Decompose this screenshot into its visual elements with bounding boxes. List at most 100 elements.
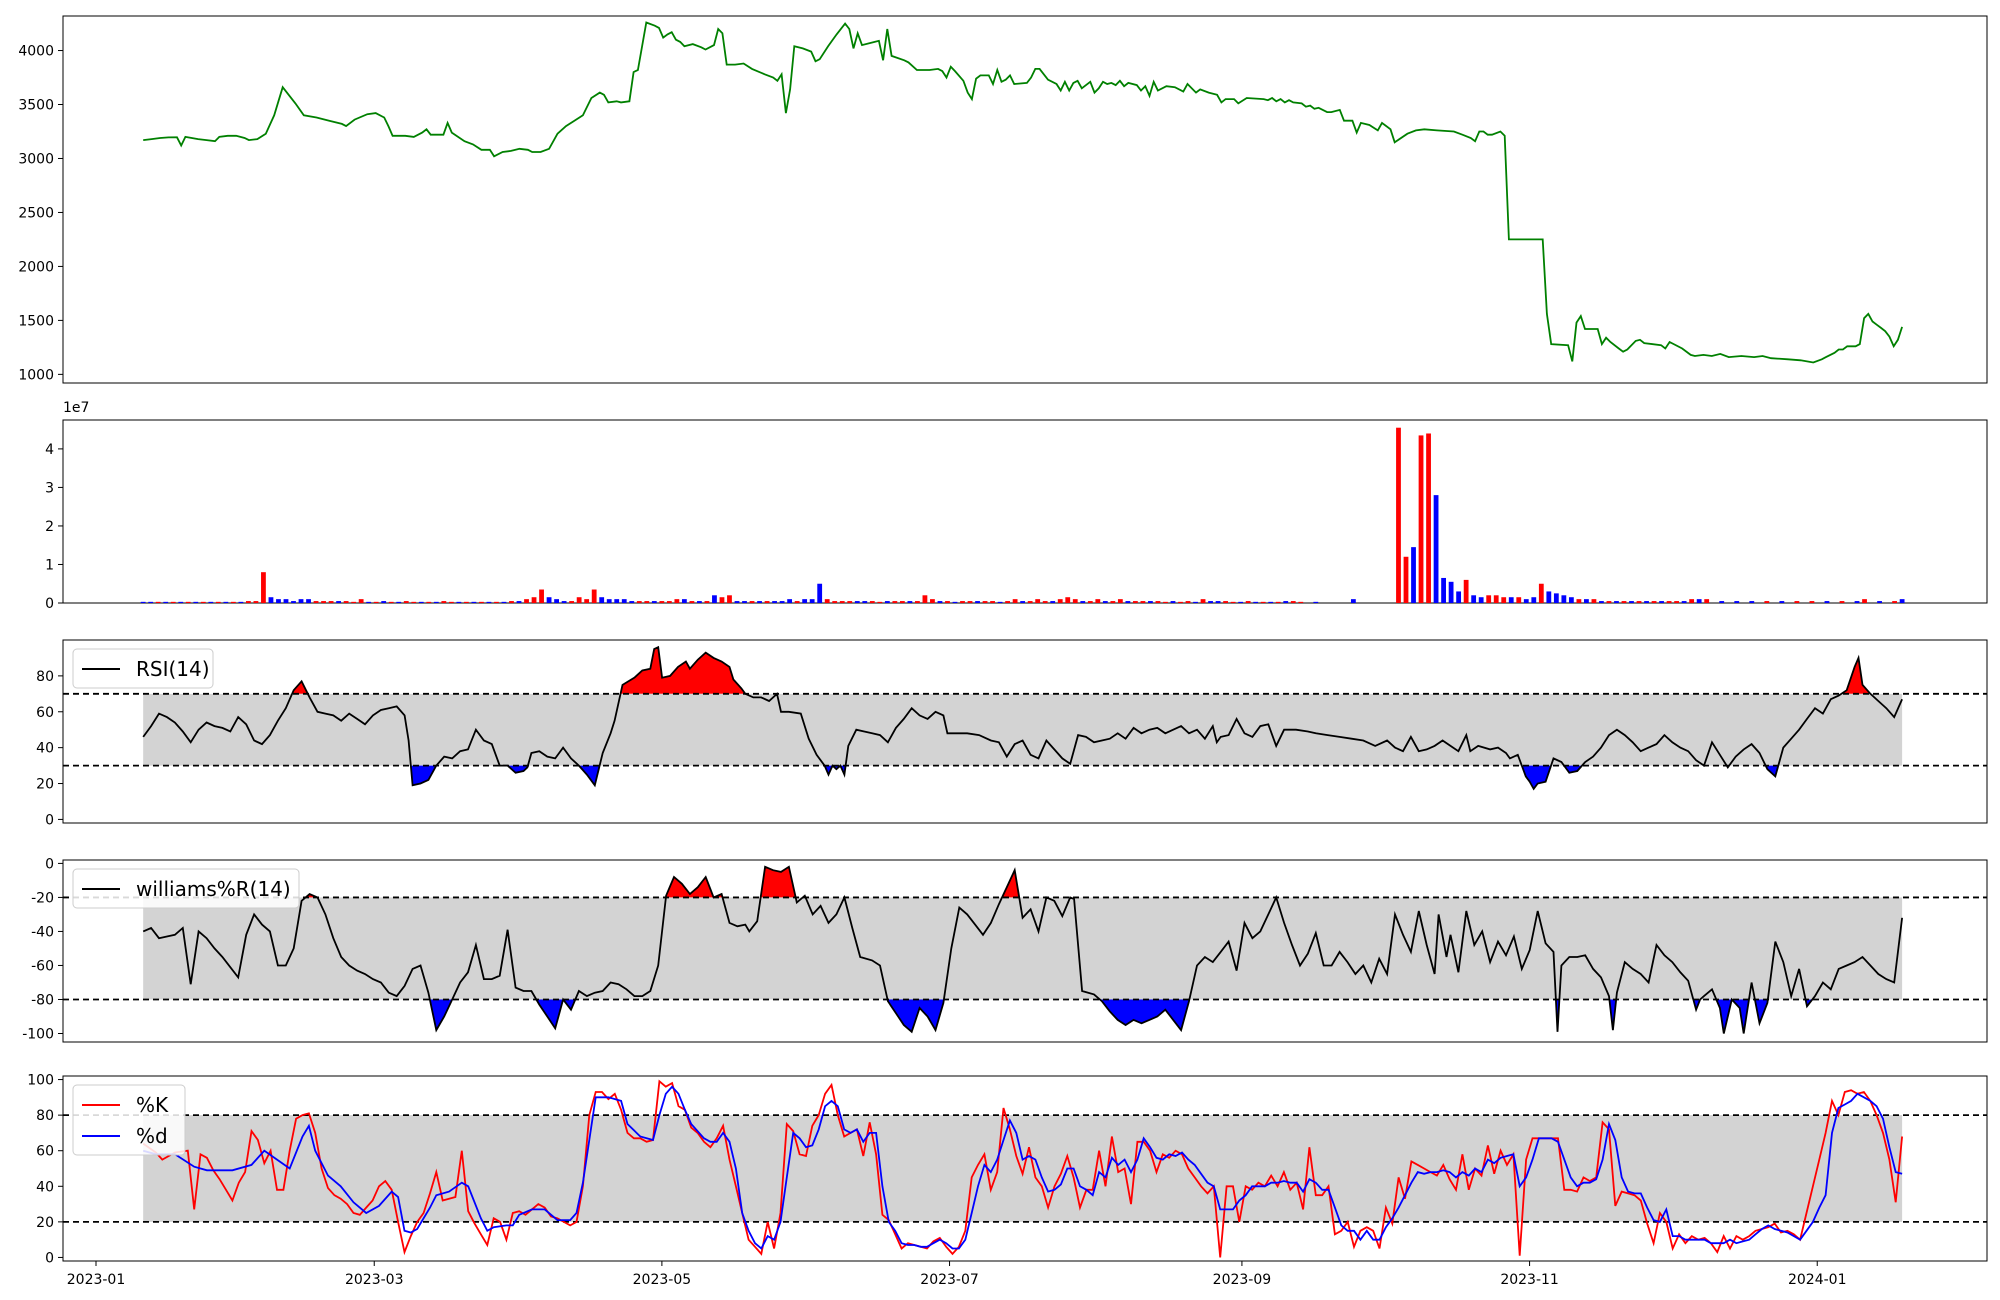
volume-bar — [185, 601, 191, 603]
volume-bar — [1877, 601, 1882, 603]
volume-bar — [178, 601, 184, 603]
volume-bar — [666, 601, 672, 603]
volume-bar — [1749, 601, 1755, 603]
volume-bar — [313, 601, 319, 603]
volume-bar — [1260, 601, 1266, 603]
volume-bar — [945, 601, 950, 603]
volume-bar — [1208, 601, 1213, 603]
volume-bar — [1035, 599, 1041, 603]
volume-bar — [1862, 599, 1867, 603]
y-tick-label: 80 — [36, 669, 54, 685]
volume-bar — [674, 599, 680, 603]
volume-bar — [1020, 601, 1026, 603]
volume-bar — [238, 601, 244, 603]
y-tick-label: 4 — [45, 442, 54, 458]
volume-bar — [734, 601, 740, 603]
volume-bar — [509, 601, 514, 603]
volume-bar — [1734, 601, 1740, 603]
y-tick-label: 3500 — [18, 98, 54, 114]
volume-bar — [742, 601, 747, 603]
volume-bar — [1809, 601, 1815, 603]
volume-bar — [689, 601, 695, 603]
y-tick-label: 1 — [45, 557, 54, 573]
volume-bar — [727, 595, 732, 603]
volume-bar — [877, 601, 883, 603]
oversold-fill — [887, 999, 944, 1032]
volume-bar — [539, 589, 544, 603]
volume-bar — [1659, 601, 1664, 603]
williams-r-panel: 0 -20 -40 -60 -80 -100 williams%R(14) — [22, 856, 1988, 1043]
x-tick-label: 2023-09 — [1213, 1272, 1272, 1288]
volume-bar — [291, 601, 296, 603]
volume-bar — [1471, 595, 1477, 603]
volume-bar — [1666, 601, 1672, 603]
volume-bar — [967, 601, 973, 603]
volume-bar — [764, 601, 770, 603]
y-tick-label: 100 — [27, 1073, 54, 1089]
volume-bar — [479, 601, 484, 603]
volume-bar — [1704, 599, 1710, 603]
x-tick-label: 2023-07 — [920, 1272, 979, 1288]
volume-bar — [1253, 601, 1259, 603]
volume-bar — [140, 601, 146, 603]
volume-bar — [1538, 583, 1544, 603]
volume-bar — [1636, 601, 1642, 603]
volume-bar — [388, 601, 394, 603]
volume-bar — [253, 601, 259, 603]
x-tick-label: 2024-01 — [1788, 1272, 1847, 1288]
y-tick-label: 40 — [36, 1179, 54, 1195]
volume-bar — [1839, 601, 1845, 603]
volume-bar — [1238, 601, 1244, 603]
volume-bar — [1644, 601, 1649, 603]
volume-bar — [1050, 601, 1056, 603]
volume-bar — [1899, 599, 1905, 603]
volume-bar — [787, 599, 793, 603]
volume-bar — [471, 601, 477, 603]
volume-bar — [433, 601, 439, 603]
volume-bar — [1681, 601, 1687, 603]
volume-bar — [1576, 599, 1582, 603]
volume-bar — [1132, 601, 1138, 603]
volume-bar — [1441, 577, 1446, 603]
volume-bar — [1245, 601, 1251, 603]
volume-bar — [1403, 556, 1409, 603]
volume-bar — [719, 597, 725, 603]
volume-bar — [1433, 495, 1439, 603]
volume-bar — [569, 601, 575, 603]
date-x-axis: 2023-01 2023-03 2023-05 2023-07 2023-09 2023-… — [67, 1261, 1847, 1288]
volume-bar — [779, 601, 785, 603]
volume-bar — [712, 595, 717, 603]
volume-bar — [1696, 599, 1702, 603]
overbought-fill — [665, 877, 714, 898]
volume-bar — [1313, 601, 1319, 603]
y-tick-label: 60 — [36, 1144, 54, 1160]
volume-bar — [1087, 601, 1093, 603]
volume-bar — [1854, 601, 1860, 603]
y-tick-label: 0 — [45, 812, 54, 828]
volume-bar — [636, 601, 642, 603]
volume-bar — [1275, 601, 1281, 603]
volume-bar — [757, 601, 762, 603]
volume-bar — [1621, 601, 1627, 603]
price-panel: 1000 1500 2000 2500 3000 3500 4000 — [18, 15, 1988, 384]
volume-bar — [1501, 597, 1507, 603]
volume-bar — [681, 599, 687, 603]
volume-bar — [1080, 601, 1086, 603]
volume-bar — [148, 601, 154, 603]
volume-bar — [629, 601, 635, 603]
volume-bar — [1719, 601, 1725, 603]
rsi-line — [142, 645, 1903, 791]
volume-bar — [230, 601, 236, 603]
y-tick-label: 2000 — [18, 259, 54, 275]
volume-bar — [321, 601, 326, 603]
volume-bar — [899, 601, 905, 603]
y-tick-label: 40 — [36, 741, 54, 757]
y-tick-label: 1500 — [18, 313, 54, 329]
stochastic-panel: 0 20 40 60 80 100 %K %d — [27, 1073, 1988, 1266]
oversold-fill — [1521, 765, 1552, 789]
volume-bar — [1290, 601, 1296, 603]
volume-bar — [373, 601, 379, 603]
legend-box — [72, 648, 214, 689]
y-tick-label: 4000 — [18, 44, 54, 60]
